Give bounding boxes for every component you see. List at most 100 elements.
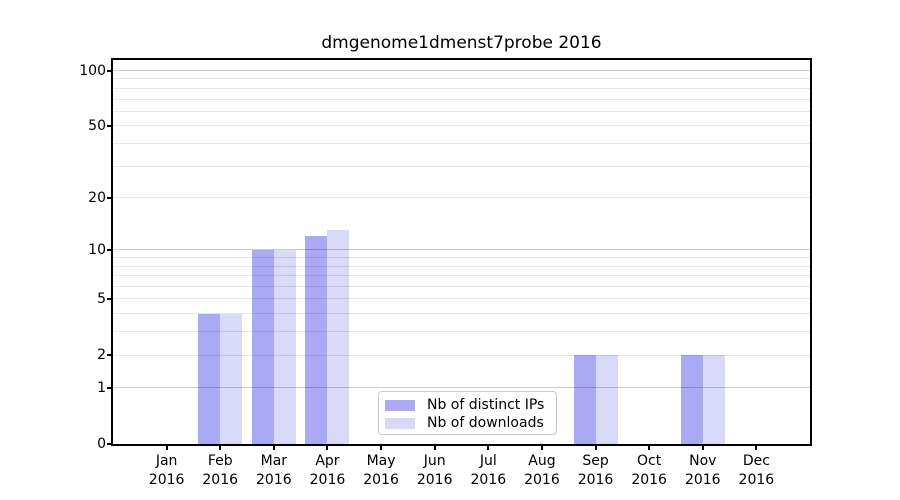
x-tick-label-line: Dec xyxy=(742,453,770,469)
y-tick xyxy=(107,297,113,300)
bar-nov-downloads xyxy=(702,355,725,444)
bar-nov-distinct-ips xyxy=(680,355,703,444)
plot-area xyxy=(113,60,810,444)
x-tick-label-line: 2016 xyxy=(309,472,346,488)
y-tick-label: 100 xyxy=(79,62,106,79)
x-tick xyxy=(326,444,329,450)
x-tick-label-line: 2016 xyxy=(416,472,453,488)
y-gridline-minor xyxy=(113,142,810,144)
x-tick-label-line: 2016 xyxy=(148,472,185,488)
y-tick xyxy=(107,443,113,445)
x-tick-label-line: Nov xyxy=(689,453,717,469)
y-tick xyxy=(107,196,113,199)
y-gridline-major xyxy=(113,249,810,251)
x-tick-label-line: 2016 xyxy=(470,472,507,488)
x-tick xyxy=(755,444,758,450)
bar-sep-downloads xyxy=(595,355,618,444)
bar-feb-downloads xyxy=(220,313,243,444)
x-tick-label: Sep 2016 xyxy=(556,452,636,490)
x-tick xyxy=(648,444,651,450)
bar-feb-distinct-ips xyxy=(198,313,221,444)
bar-apr-downloads xyxy=(327,230,350,444)
x-tick-label: Nov 2016 xyxy=(663,452,743,490)
legend-label-downloads: Nb of downloads xyxy=(427,415,544,431)
legend-label-distinct-ips: Nb of distinct IPs xyxy=(427,397,545,413)
legend-item-downloads: Nb of downloads xyxy=(385,414,550,432)
x-tick-label: Jul 2016 xyxy=(448,452,528,490)
legend-item-distinct-ips: Nb of distinct IPs xyxy=(385,396,550,414)
bar-mar-downloads xyxy=(273,249,296,444)
x-tick xyxy=(380,444,383,450)
y-gridline-minor xyxy=(113,78,810,80)
y-tick-label: 1 xyxy=(97,379,106,396)
x-tick-label: Dec 2016 xyxy=(716,452,796,490)
x-tick xyxy=(219,444,222,450)
x-tick-label-line: Sep xyxy=(582,453,609,469)
legend-swatch-distinct-ips xyxy=(385,399,415,411)
y-gridline-minor xyxy=(113,331,810,333)
chart-title: dmgenome1dmenst7probe 2016 xyxy=(321,33,602,53)
x-tick-label-line: 2016 xyxy=(577,472,614,488)
bar-apr-distinct-ips xyxy=(305,236,328,444)
legend-swatch-downloads xyxy=(385,417,415,429)
x-tick-label: Apr 2016 xyxy=(287,452,367,490)
x-tick xyxy=(165,444,168,450)
y-tick xyxy=(107,354,113,357)
x-tick-label-line: 2016 xyxy=(631,472,667,488)
x-tick-label-line: Oct xyxy=(637,453,662,469)
x-tick-label-line: Jan xyxy=(155,453,178,469)
x-tick-label: May 2016 xyxy=(341,452,421,490)
x-tick-label-line: Mar xyxy=(260,453,288,469)
x-tick-label-line: 2016 xyxy=(202,472,239,488)
x-tick xyxy=(487,444,490,450)
y-tick-label: 0 xyxy=(97,436,106,452)
x-tick-label-line: Jul xyxy=(479,453,497,469)
x-tick-label: Jan 2016 xyxy=(127,452,207,490)
y-tick xyxy=(107,124,113,127)
y-gridline-minor xyxy=(113,110,810,112)
y-tick-label: 5 xyxy=(97,290,106,307)
axes-spine xyxy=(111,58,812,446)
x-tick-label-line: 2016 xyxy=(738,472,775,488)
x-tick-label: Oct 2016 xyxy=(609,452,689,490)
y-tick-label: 10 xyxy=(88,241,106,258)
x-tick-label-line: 2016 xyxy=(524,472,560,488)
y-gridline-minor xyxy=(113,298,810,300)
y-gridline-minor xyxy=(113,87,810,89)
y-tick-label: 20 xyxy=(88,189,106,206)
y-gridline-major xyxy=(113,70,810,71)
x-tick-label-line: Jun xyxy=(423,453,446,469)
y-gridline-minor xyxy=(113,165,810,167)
y-gridline-minor xyxy=(113,98,810,100)
y-gridline-minor xyxy=(113,354,810,356)
x-tick-label-line: Feb xyxy=(207,453,233,469)
x-tick xyxy=(540,444,543,450)
x-tick xyxy=(433,444,436,450)
y-gridline-minor xyxy=(113,286,810,288)
x-tick-label: Jun 2016 xyxy=(395,452,475,490)
legend: Nb of distinct IPs Nb of downloads xyxy=(378,391,557,435)
y-gridline-minor xyxy=(113,197,810,199)
x-tick xyxy=(272,444,275,450)
y-gridline-minor xyxy=(113,313,810,315)
y-gridline-minor xyxy=(113,265,810,267)
x-tick xyxy=(594,444,597,450)
bar-sep-distinct-ips xyxy=(573,355,596,444)
x-tick xyxy=(701,444,704,450)
bar-mar-distinct-ips xyxy=(251,249,274,444)
y-tick xyxy=(107,386,113,389)
y-tick xyxy=(107,69,113,72)
x-tick-label: Mar 2016 xyxy=(234,452,314,490)
x-tick-label: Aug 2016 xyxy=(502,452,582,490)
x-tick-label-line: Aug xyxy=(528,453,556,469)
x-tick-label-line: 2016 xyxy=(363,472,399,488)
x-tick-label: Feb 2016 xyxy=(180,452,260,490)
x-tick-label-line: May xyxy=(366,453,396,469)
y-tick-label: 50 xyxy=(88,117,106,134)
y-tick-label: 2 xyxy=(97,347,106,364)
y-gridline-minor xyxy=(113,125,810,127)
y-gridline-major xyxy=(113,387,810,389)
x-tick-label-line: Apr xyxy=(315,453,340,469)
y-gridline-minor xyxy=(113,275,810,277)
